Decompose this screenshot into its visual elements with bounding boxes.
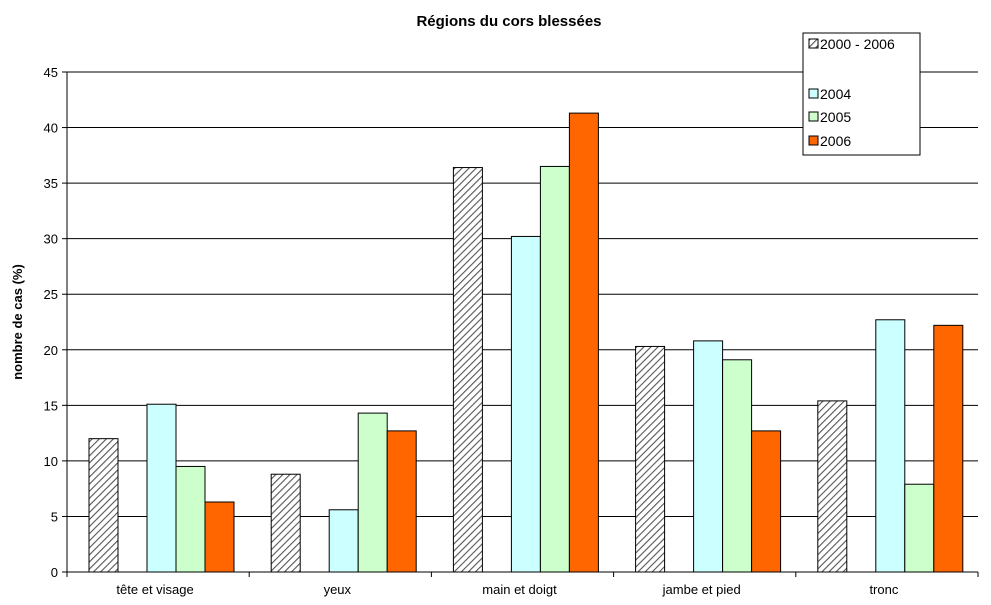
y-tick-label: 15 bbox=[44, 398, 58, 413]
legend-swatch bbox=[808, 111, 819, 122]
y-tick-label: 5 bbox=[51, 509, 58, 524]
y-tick-label: 10 bbox=[44, 454, 58, 469]
bar-2000-2006-4 bbox=[817, 400, 848, 573]
y-tick-label: 25 bbox=[44, 287, 58, 302]
x-category-label: tête et visage bbox=[116, 582, 193, 597]
y-axis-label: nombre de cas (%) bbox=[10, 264, 25, 380]
y-tick-label: 45 bbox=[44, 65, 58, 80]
y-tick-label: 20 bbox=[44, 343, 58, 358]
bar-2006-1 bbox=[386, 430, 417, 573]
bar-2004-0 bbox=[146, 403, 177, 573]
legend-label: 2000 - 2006 bbox=[820, 36, 895, 52]
legend-label: 2004 bbox=[820, 86, 851, 102]
bar-2006-3 bbox=[751, 430, 782, 573]
x-category-label: main et doigt bbox=[482, 582, 557, 597]
chart-title: Régions du cors blessées bbox=[416, 13, 601, 30]
bar-2004-1 bbox=[328, 509, 359, 573]
bar-2000-2006-3 bbox=[635, 345, 666, 573]
legend-box bbox=[802, 32, 921, 156]
bar-2004-4 bbox=[875, 319, 906, 573]
bar-2005-0 bbox=[175, 465, 206, 573]
legend-swatch bbox=[808, 88, 819, 99]
bar-2005-1 bbox=[357, 412, 388, 573]
legend-swatch bbox=[808, 38, 819, 49]
y-tick-label: 35 bbox=[44, 176, 58, 191]
bar-2006-0 bbox=[204, 501, 235, 573]
bar-2000-2006-0 bbox=[88, 438, 119, 573]
x-category-label: tronc bbox=[869, 582, 898, 597]
bar-2000-2006-2 bbox=[452, 167, 483, 573]
y-tick-label: 30 bbox=[44, 232, 58, 247]
x-category-label: yeux bbox=[324, 582, 352, 597]
bar-2005-3 bbox=[722, 359, 753, 573]
bar-2006-4 bbox=[933, 324, 964, 573]
y-tick-label: 40 bbox=[44, 121, 58, 136]
legend-label: 2005 bbox=[820, 109, 851, 125]
legend-swatch bbox=[808, 135, 819, 146]
bar-2000-2006-1 bbox=[270, 473, 301, 573]
bar-2004-3 bbox=[693, 340, 724, 573]
x-category-label: jambe et pied bbox=[662, 582, 741, 597]
legend: 2000 - 2006 2004 2005 2006 bbox=[802, 32, 921, 156]
bar-2005-2 bbox=[539, 165, 570, 573]
legend-label: 2006 bbox=[820, 133, 851, 149]
y-tick-label: 0 bbox=[51, 565, 58, 580]
bar-2005-4 bbox=[904, 483, 935, 573]
bar-2006-2 bbox=[568, 112, 599, 573]
bar-2004-2 bbox=[510, 235, 541, 573]
